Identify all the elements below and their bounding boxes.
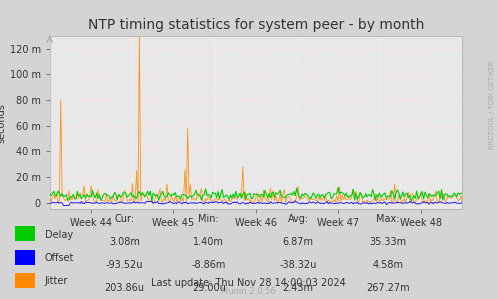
Text: -38.32u: -38.32u: [279, 260, 317, 270]
Y-axis label: seconds: seconds: [0, 103, 7, 143]
Text: Munin 2.0.56: Munin 2.0.56: [221, 287, 276, 296]
Text: RRDTOOL / TOBI OETIKER: RRDTOOL / TOBI OETIKER: [489, 60, 495, 149]
Text: 6.87m: 6.87m: [283, 237, 314, 247]
Text: 35.33m: 35.33m: [369, 237, 406, 247]
Text: Jitter: Jitter: [45, 276, 68, 286]
Title: NTP timing statistics for system peer - by month: NTP timing statistics for system peer - …: [88, 18, 424, 32]
Text: 203.86u: 203.86u: [104, 283, 144, 293]
Text: Max:: Max:: [376, 214, 400, 224]
Text: 267.27m: 267.27m: [366, 283, 410, 293]
Bar: [15, 273, 35, 288]
Bar: [15, 226, 35, 241]
Text: Delay: Delay: [45, 230, 73, 239]
Text: Min:: Min:: [198, 214, 219, 224]
Bar: [15, 250, 35, 265]
Text: -8.86m: -8.86m: [191, 260, 226, 270]
Text: 4.58m: 4.58m: [372, 260, 403, 270]
Text: Last update: Thu Nov 28 14:00:03 2024: Last update: Thu Nov 28 14:00:03 2024: [151, 277, 346, 288]
Text: Avg:: Avg:: [288, 214, 309, 224]
Text: 29.00u: 29.00u: [192, 283, 226, 293]
Text: 2.43m: 2.43m: [283, 283, 314, 293]
Text: 1.40m: 1.40m: [193, 237, 224, 247]
Text: Cur:: Cur:: [114, 214, 134, 224]
Text: Offset: Offset: [45, 253, 74, 263]
Text: -93.52u: -93.52u: [105, 260, 143, 270]
Text: 3.08m: 3.08m: [109, 237, 140, 247]
